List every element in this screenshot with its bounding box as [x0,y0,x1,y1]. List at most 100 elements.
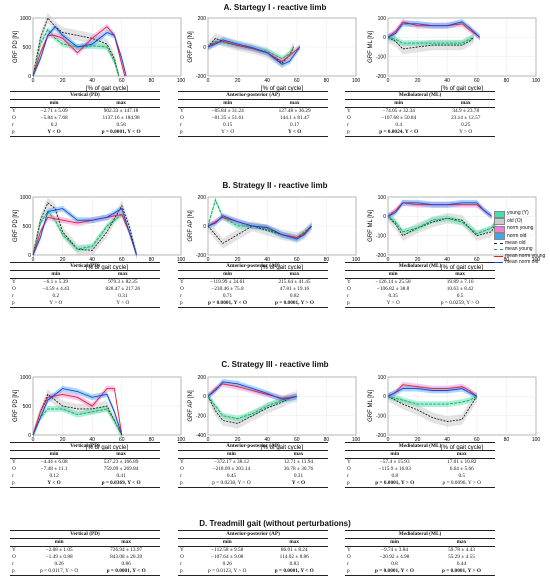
y-tick-label: 1000 [20,195,31,201]
series-mean_norm_young [32,26,126,77]
band-norm_young [208,38,300,65]
series-mean_norm_old [32,207,138,256]
table-cell: −7.48 ± 11.1 [40,466,68,472]
y-tick-label: 500 [23,404,32,410]
legend-swatch [494,210,505,218]
table-block: Mediolateral (ML) min max Y −126.14 ± 25.58 1… [345,262,495,308]
x-tick-label: 40 [264,257,270,263]
column-header: max [85,270,160,279]
table-cell: −2.08 ± 1.05 [45,547,73,553]
table-cell: r [12,473,14,479]
table-row: r 0.26 0.86 [10,561,160,568]
legend-label: mean norm old [505,258,539,265]
table-cell: 86.01 ± 8.24 [280,547,308,553]
legend-label: old (O) [507,217,523,224]
y-tick-label: 500 [23,224,32,230]
table-block: Anterior-posterior (AP) min max Y −85.84 ± 3… [178,91,328,137]
y-axis-label: GRF ML [N] [368,390,374,422]
x-tick-label: 20 [60,437,66,443]
x-tick-label: 40 [264,78,270,84]
y-axis-label: GRF PD [N] [13,31,19,63]
table-caption: Vertical (PD) [10,442,160,451]
series-mean_norm_young [32,388,123,436]
table-cell: p = 0.0123, Y > O [194,568,261,576]
section-title: D. Treadmill gait (without perturbations… [199,519,351,528]
table-cell: 0.82 [289,293,300,299]
column-header: max [260,538,328,547]
y-tick-label: 100 [378,16,387,22]
legend-swatch [494,261,503,263]
table-cell: p = 0.0001, Y < O [82,129,160,137]
table-cell: 0.45 [226,473,237,479]
x-tick-label: 100 [352,437,361,443]
table-caption: Mediolateral (ML) [345,91,495,100]
table-caption: Anterior-posterior (AP) [178,530,328,539]
band-young [33,26,119,79]
table-block: Anterior-posterior (AP) min max Y −119.99 ± … [178,262,328,308]
table-cell: p [345,480,361,488]
chart-panel: 0 20 40 60 80 100 -400 -200 0 200 [% of gait cycle… [180,371,364,451]
table-cell: p = 0.0369, Y < O [82,480,160,488]
table-row: O −20.92 ± 4.98 55.29 ± 4.55 [345,554,495,561]
table-cell: 759.09 ± 269.84 [103,466,139,472]
stats-table: Mediolateral (ML) min max Y −74.05 ± 32.34 34… [345,91,495,137]
column-header: min [194,270,261,279]
x-tick-label: 20 [60,257,66,263]
table-cell: p = 0.0001, Y < O [361,568,428,576]
table-cell: 0.31 [293,473,304,479]
table-cell: 0.8 [391,561,398,567]
x-tick-label: 60 [294,257,300,263]
table-cell: r [180,473,182,479]
y-axis-label: GRF ML [N] [368,210,374,242]
table-cell: r [347,122,349,128]
series-mean_norm_old [387,202,492,217]
table-cell: −112.58 ± 9.58 [211,547,244,553]
x-tick-label: 20 [415,257,421,263]
table-cell: Y [347,108,351,114]
x-tick-label: 100 [177,437,186,443]
y-axis-label: GRF AP [N] [188,31,194,63]
table-cell: 0.83 [289,561,299,567]
table-block: Anterior-posterior (AP) min max Y −112.58 ± … [178,530,328,576]
table-cell: Y [12,279,16,285]
x-tick-label: 0 [32,257,35,263]
table-cell: 537.23 ± 166.89 [103,459,139,465]
table-cell: Y > O [436,129,495,137]
stats-table: Mediolateral (ML) min max Y −9.74 ± 3.84 59.7… [345,530,495,576]
table-cell: 114.02 ± 8.86 [279,554,309,560]
x-tick-label: 100 [532,257,541,263]
y-tick-label: 0 [203,45,206,51]
column-header: max [428,450,495,459]
table-row: Y −9.74 ± 3.84 59.78 ± 4.43 [345,547,495,555]
table-cell: r [180,122,182,128]
x-tick-label: 40 [444,437,450,443]
band-norm_old [33,23,127,79]
table-cell: 0.41 [116,473,126,479]
table-row: Y −85.84 ± 31.24 127.48 ± 36.29 [178,108,328,116]
stats-table: Vertical (PD) min max Y −4.44 ± 6.08 537.23 ±… [10,442,160,488]
legend-item: old (O) [494,217,550,225]
table-cell: 0.26 [222,561,232,567]
x-tick-label: 60 [119,437,125,443]
x-tick-label: 100 [532,78,541,84]
x-tick-label: 0 [387,437,390,443]
legend-item: young (Y) [494,210,550,218]
table-cell: p = 0.0001, Y < O [92,568,160,576]
table-row: Y −112.58 ± 9.58 86.01 ± 8.24 [178,547,328,555]
table-cell: Y [347,459,351,465]
table-cell: r [347,473,349,479]
column-header: min [361,538,428,547]
x-tick-label: 20 [415,437,421,443]
x-tick-label: 0 [207,257,210,263]
stats-table: Anterior-posterior (AP) min max Y −119.99 ± … [178,262,328,308]
table-cell: 0.5 [458,473,466,479]
legend-item: mean young [494,246,550,252]
table-cell: 127.48 ± 36.29 [278,108,311,114]
series-mean_young [32,408,123,436]
x-tick-label: 60 [294,437,300,443]
x-axis-label: [% of gait cycle] [261,86,303,92]
legend-swatch [494,243,503,244]
